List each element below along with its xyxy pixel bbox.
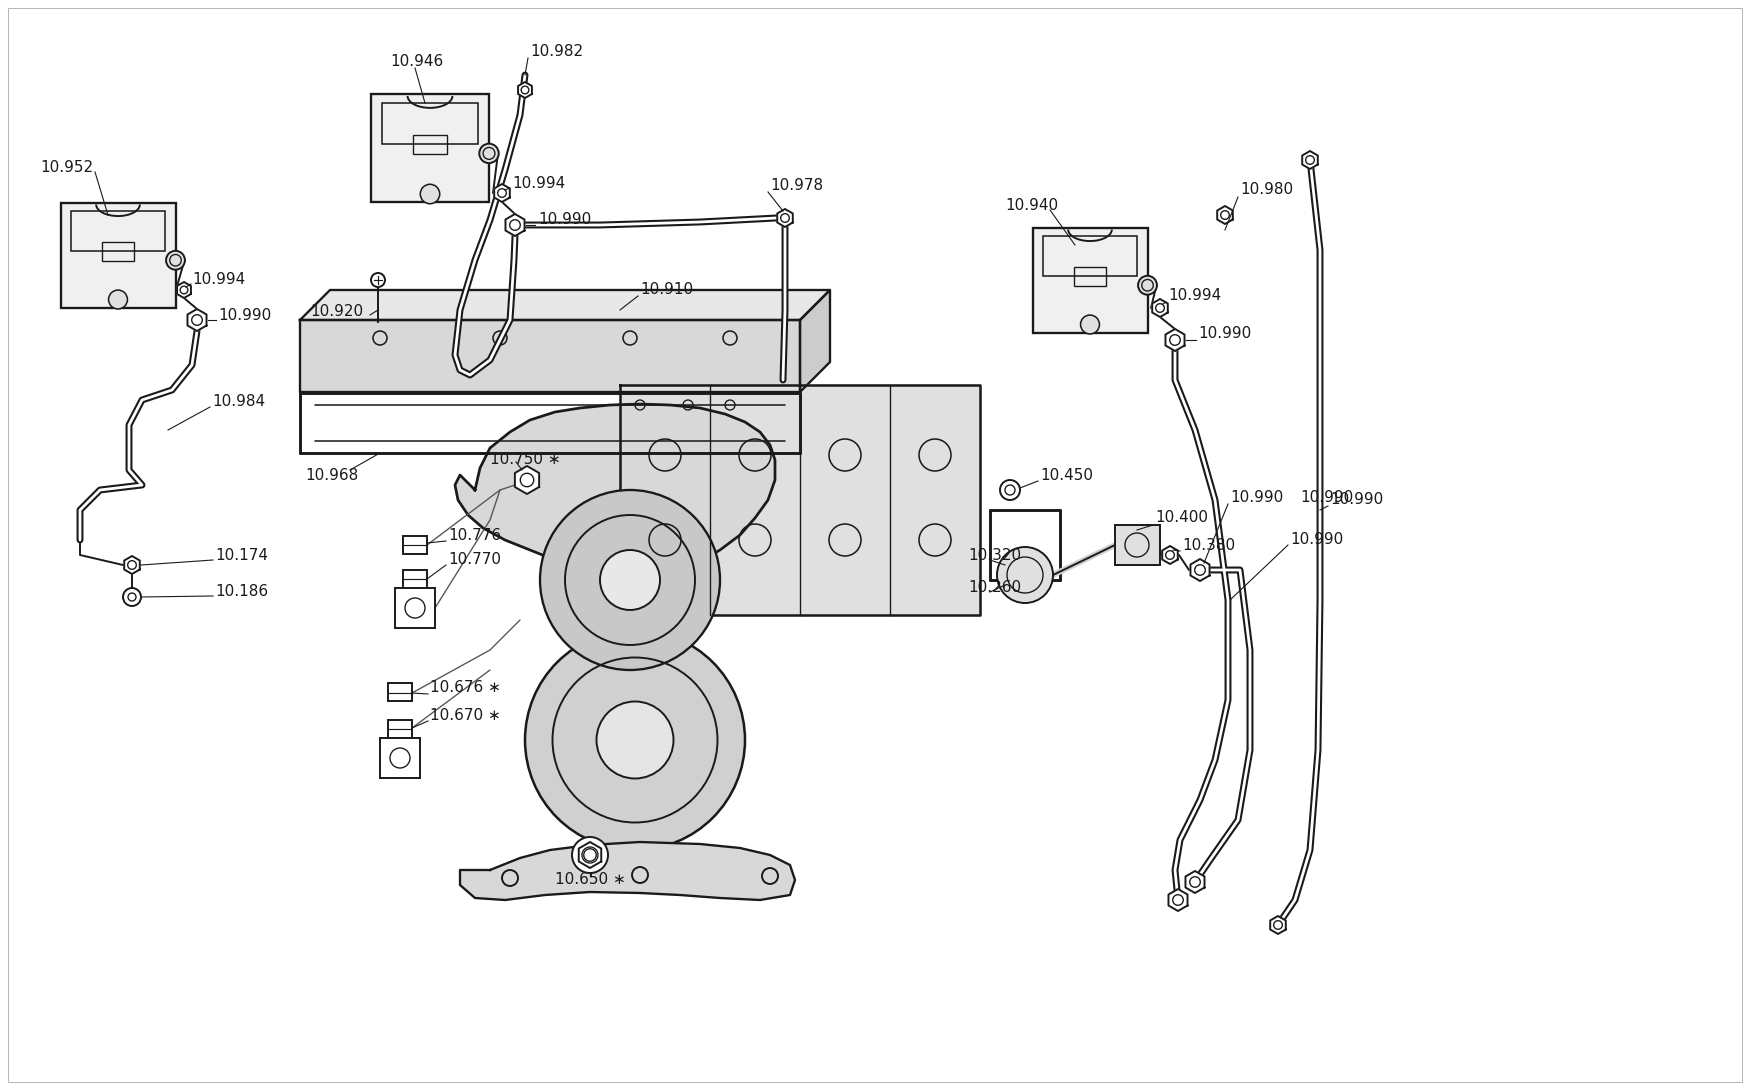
Text: 10.910: 10.910 (640, 282, 693, 298)
Text: 10.994: 10.994 (192, 272, 245, 288)
Polygon shape (518, 82, 532, 98)
Polygon shape (1169, 889, 1188, 911)
Polygon shape (1166, 329, 1185, 351)
Bar (1115, 525, 1160, 565)
Text: 10.990: 10.990 (1300, 490, 1353, 506)
Text: 10.990: 10.990 (1199, 327, 1251, 341)
Circle shape (166, 251, 186, 269)
Polygon shape (187, 308, 206, 331)
Polygon shape (777, 209, 793, 227)
Polygon shape (1270, 916, 1286, 934)
Circle shape (999, 480, 1020, 500)
Circle shape (123, 588, 142, 606)
Text: 10.968: 10.968 (304, 468, 359, 483)
Text: 10.400: 10.400 (1155, 510, 1207, 525)
Circle shape (1138, 276, 1157, 294)
Polygon shape (620, 385, 980, 615)
Text: 10.260: 10.260 (968, 581, 1022, 595)
Polygon shape (1302, 152, 1318, 169)
Polygon shape (299, 320, 800, 392)
Circle shape (1080, 315, 1099, 334)
Polygon shape (506, 214, 525, 237)
Text: 10.770: 10.770 (448, 553, 500, 568)
Bar (1074, 267, 1106, 287)
Bar (102, 242, 135, 262)
Bar (402, 570, 427, 588)
Circle shape (997, 547, 1054, 603)
Text: 10.450: 10.450 (1040, 468, 1094, 483)
Text: 10.650 ∗: 10.650 ∗ (555, 872, 626, 887)
Text: 10.994: 10.994 (513, 175, 565, 191)
Circle shape (371, 272, 385, 287)
Polygon shape (299, 290, 829, 320)
Text: 10.186: 10.186 (215, 584, 268, 600)
Text: 10.320: 10.320 (968, 547, 1022, 562)
Bar (61, 203, 175, 307)
Text: 10.920: 10.920 (310, 304, 364, 319)
Polygon shape (455, 404, 775, 577)
Circle shape (600, 550, 660, 610)
Circle shape (597, 702, 674, 778)
Polygon shape (124, 556, 140, 574)
Polygon shape (1185, 871, 1204, 893)
Polygon shape (514, 467, 539, 494)
Bar (1043, 235, 1138, 276)
Text: 10.982: 10.982 (530, 45, 583, 60)
Bar (382, 102, 478, 144)
Bar (380, 738, 420, 778)
Polygon shape (800, 290, 829, 392)
Text: 10.990: 10.990 (1290, 533, 1344, 547)
Polygon shape (493, 184, 509, 202)
Text: 10.990: 10.990 (1330, 493, 1382, 508)
Polygon shape (1190, 559, 1209, 581)
Circle shape (420, 184, 439, 204)
Text: 10.990: 10.990 (1230, 490, 1283, 506)
Text: 10.174: 10.174 (215, 547, 268, 562)
Polygon shape (579, 841, 602, 868)
Text: 10.776: 10.776 (448, 528, 500, 543)
Polygon shape (460, 841, 794, 900)
Text: 10.946: 10.946 (390, 54, 443, 70)
Bar (371, 94, 488, 202)
Circle shape (572, 837, 607, 873)
Polygon shape (1162, 546, 1178, 564)
Polygon shape (1218, 206, 1232, 225)
Polygon shape (177, 282, 191, 298)
Circle shape (541, 490, 719, 670)
Bar (70, 210, 164, 251)
Text: 10.978: 10.978 (770, 178, 822, 193)
Bar (388, 683, 411, 701)
Circle shape (108, 290, 128, 308)
Polygon shape (1152, 299, 1167, 317)
Text: 10.994: 10.994 (1167, 289, 1221, 303)
Circle shape (480, 144, 499, 163)
Bar (402, 536, 427, 554)
Bar (1032, 228, 1148, 332)
Text: 10.980: 10.980 (1241, 182, 1293, 197)
Bar (413, 135, 446, 155)
Text: 10.380: 10.380 (1181, 537, 1235, 553)
Text: 10.670 ∗: 10.670 ∗ (430, 707, 500, 723)
Text: 10.750 ∗: 10.750 ∗ (490, 452, 560, 468)
Text: 10.984: 10.984 (212, 395, 266, 410)
Text: 10.676 ∗: 10.676 ∗ (430, 680, 500, 695)
Text: 10.940: 10.940 (1004, 197, 1059, 213)
Text: 10.952: 10.952 (40, 160, 93, 175)
Circle shape (525, 630, 746, 850)
Bar (388, 720, 411, 738)
Text: 10.990: 10.990 (219, 307, 271, 323)
Bar (396, 588, 436, 628)
Text: 10.990: 10.990 (537, 213, 592, 228)
